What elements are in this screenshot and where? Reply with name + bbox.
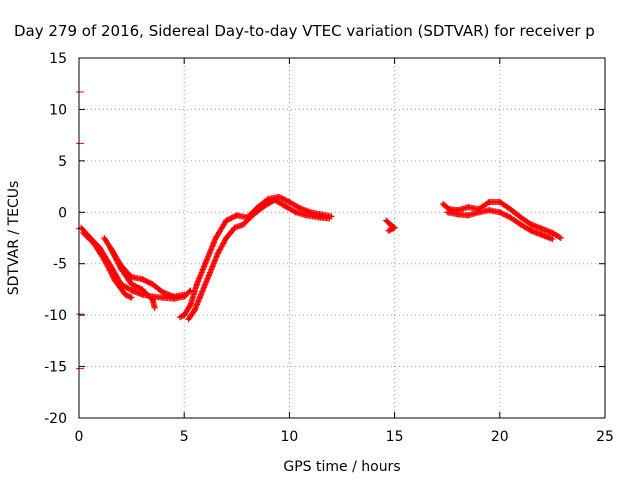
data-point xyxy=(141,277,148,284)
data-point xyxy=(129,281,136,288)
data-point xyxy=(499,210,506,217)
series-track-h xyxy=(439,199,564,241)
data-point xyxy=(295,204,302,211)
y-axis-label: SDTVAR / TECUs xyxy=(6,181,22,296)
chart-title: Day 279 of 2016, Sidereal Day-to-day VTE… xyxy=(14,22,595,40)
data-point xyxy=(278,195,285,202)
data-point xyxy=(131,282,138,289)
series-track-f xyxy=(185,196,333,323)
y-tick-label: 0 xyxy=(58,205,67,221)
y-tick-label: 15 xyxy=(49,51,67,67)
data-point xyxy=(133,283,140,290)
y-tick-label: 5 xyxy=(58,154,67,170)
data-point xyxy=(186,303,193,310)
data-point xyxy=(527,227,534,234)
data-point xyxy=(291,208,298,215)
data-point xyxy=(283,197,290,204)
data-point xyxy=(496,209,503,216)
data-point xyxy=(143,278,150,285)
x-tick-label: 0 xyxy=(75,429,84,445)
data-point xyxy=(549,236,556,243)
data-point xyxy=(227,215,234,222)
data-point xyxy=(279,195,286,202)
data-point xyxy=(127,286,134,293)
data-point xyxy=(385,227,392,234)
x-tick-label: 5 xyxy=(180,429,189,445)
data-point xyxy=(500,211,507,218)
data-point xyxy=(282,197,289,204)
x-tick-label: 10 xyxy=(280,429,298,445)
data-series xyxy=(76,91,564,370)
data-point xyxy=(139,276,146,283)
data-point xyxy=(135,284,142,291)
data-point xyxy=(140,276,147,283)
data-point xyxy=(326,215,333,222)
data-point xyxy=(275,193,282,200)
data-point xyxy=(151,304,158,311)
data-point xyxy=(127,294,134,301)
data-point xyxy=(229,214,236,221)
x-tick-label: 20 xyxy=(491,429,509,445)
series-outlier-markers xyxy=(76,91,85,370)
data-point xyxy=(225,216,232,223)
data-point xyxy=(228,214,235,221)
data-point xyxy=(136,285,143,292)
data-point xyxy=(502,211,509,218)
data-point xyxy=(144,278,151,285)
grid-lines xyxy=(79,58,605,418)
y-tick-label: -20 xyxy=(44,411,67,427)
data-point xyxy=(281,196,288,203)
data-point xyxy=(181,291,188,298)
x-tick-label: 15 xyxy=(386,429,404,445)
data-point xyxy=(231,213,238,220)
y-tick-label: 10 xyxy=(49,102,67,118)
data-point xyxy=(386,227,393,234)
data-point xyxy=(484,199,491,206)
data-point xyxy=(128,294,135,301)
data-point xyxy=(503,212,510,219)
data-point xyxy=(132,283,139,290)
plot-frame xyxy=(78,57,606,419)
x-tick-label: 25 xyxy=(596,429,614,445)
data-point xyxy=(277,194,284,201)
series-track-a xyxy=(78,224,194,302)
axis-ticks: 0 5 10 15 20 25 -20 -15 -10 -5 0 5 10 15 xyxy=(44,51,614,445)
data-point xyxy=(498,209,505,216)
y-tick-label: -15 xyxy=(44,360,67,376)
y-tick-label: -5 xyxy=(53,257,67,273)
series-track-i xyxy=(444,207,556,243)
data-point xyxy=(557,235,564,241)
series-track-b xyxy=(80,229,135,301)
series-track-d xyxy=(107,245,158,311)
data-point xyxy=(147,280,154,286)
data-point xyxy=(223,217,230,224)
series-track-g xyxy=(383,217,398,234)
data-point xyxy=(224,216,231,223)
x-axis-label: GPS time / hours xyxy=(283,459,400,475)
data-point xyxy=(504,213,511,220)
data-point xyxy=(556,234,563,241)
data-point xyxy=(128,281,135,288)
y-tick-label: -10 xyxy=(44,308,67,324)
data-point xyxy=(186,288,193,295)
data-point xyxy=(145,279,152,286)
